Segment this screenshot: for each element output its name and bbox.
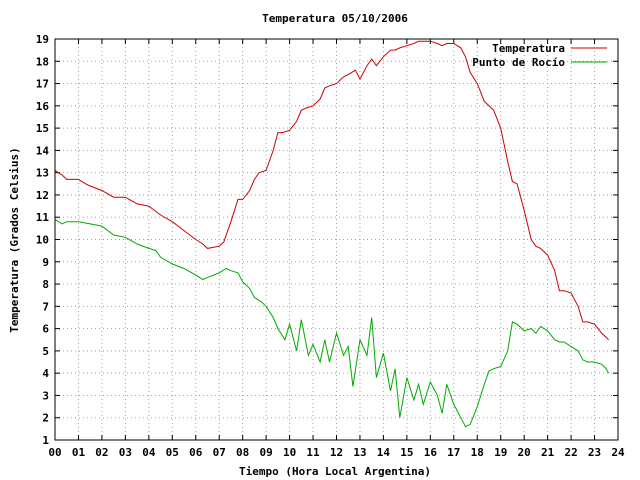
x-tick-label: 13 [353,446,366,459]
y-axis-label: Temperatura (Grados Celsius) [8,147,21,332]
y-tick-label: 6 [42,323,49,336]
series-line-2 [54,218,610,428]
legend-label: Punto de Rocío [472,56,565,69]
y-tick-label: 8 [42,278,49,291]
x-tick-label: 16 [424,446,438,459]
x-tick-label: 02 [95,446,108,459]
y-tick-label: 19 [36,33,49,46]
y-tick-label: 11 [36,211,50,224]
legend-label: Temperatura [492,42,565,55]
series-line-1 [54,40,609,341]
y-tick-label: 3 [42,389,49,402]
y-tick-label: 9 [42,256,49,269]
x-tick-label: 07 [213,446,226,459]
x-tick-label: 05 [166,446,179,459]
x-tick-label: 11 [306,446,320,459]
y-tick-label: 13 [36,167,49,180]
x-tick-label: 00 [48,446,61,459]
x-tick-label: 04 [142,446,156,459]
x-tick-label: 09 [260,446,273,459]
series-lines [54,40,610,428]
x-tick-label: 01 [72,446,86,459]
x-tick-label: 24 [611,446,625,459]
x-tick-label: 15 [400,446,413,459]
plot-frame [54,38,619,441]
x-tick-label: 12 [330,446,343,459]
y-tick-label: 18 [36,55,49,68]
y-tick-label: 15 [36,122,49,135]
y-tick-label: 14 [36,144,50,157]
x-axis-label: Tiempo (Hora Local Argentina) [239,465,431,478]
y-tick-label: 4 [42,367,49,380]
y-tick-label: 16 [36,100,50,113]
x-tick-label: 23 [588,446,601,459]
grid [54,38,619,441]
y-tick-label: 7 [42,300,49,313]
y-tick-label: 17 [36,78,49,91]
x-tick-label: 18 [471,446,484,459]
tick-labels: 00 01 02 03 04 05 06 07 08 09 10 11 12 13 14 15 16 17 18 19… [36,33,625,459]
x-tick-label: 17 [447,446,460,459]
x-tick-label: 03 [119,446,132,459]
x-tick-label: 08 [236,446,249,459]
x-tick-label: 14 [377,446,391,459]
x-tick-label: 21 [541,446,555,459]
y-tick-label: 1 [42,434,49,447]
y-tick-label: 12 [36,189,49,202]
x-tick-label: 22 [564,446,577,459]
x-tick-label: 10 [283,446,296,459]
y-tick-label: 10 [36,234,49,247]
x-tick-label: 06 [189,446,203,459]
y-tick-label: 2 [42,412,49,425]
y-tick-label: 5 [42,345,49,358]
chart-title: Temperatura 05/10/2006 [262,12,408,25]
x-tick-label: 19 [494,446,507,459]
x-tick-label: 20 [518,446,531,459]
